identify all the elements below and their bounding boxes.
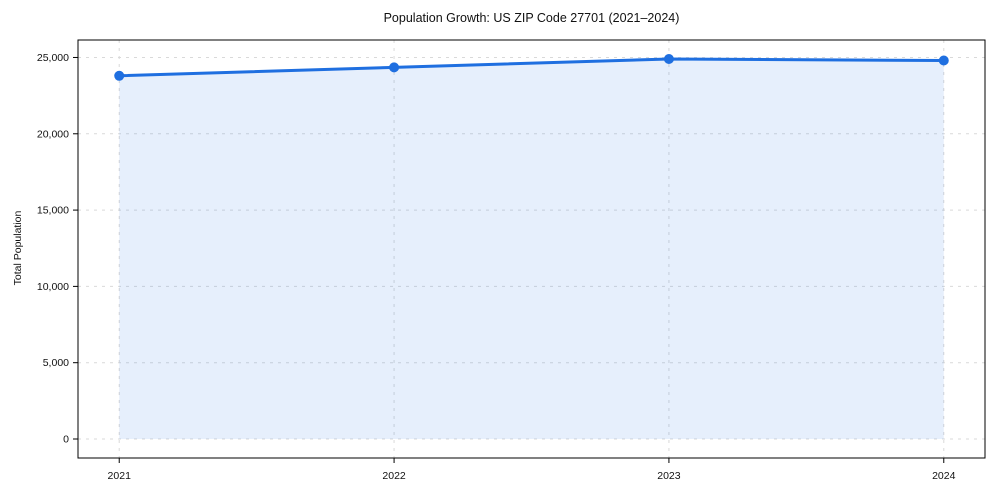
- data-point: [114, 70, 125, 81]
- plot-frame: [77, 39, 986, 459]
- y-tick-label: 25,000: [37, 52, 69, 64]
- data-point: [938, 55, 949, 66]
- x-tick-label: 2021: [108, 470, 132, 482]
- data-line: [117, 57, 946, 78]
- chart-title: Population Growth: US ZIP Code 27701 (20…: [383, 11, 680, 25]
- x-tick-label: 2022: [382, 470, 406, 482]
- area-fill: [119, 59, 944, 439]
- x-tick-label: 2024: [932, 470, 956, 482]
- y-tick-label: 10,000: [37, 281, 69, 293]
- y-tick-label: 15,000: [37, 205, 69, 217]
- data-point: [663, 54, 674, 64]
- y-tick-label: 5,000: [43, 357, 69, 369]
- data-point: [389, 62, 400, 73]
- x-tick-label: 2023: [657, 470, 681, 482]
- y-tick-label: 0: [63, 434, 69, 446]
- y-tick-label: 20,000: [37, 128, 69, 140]
